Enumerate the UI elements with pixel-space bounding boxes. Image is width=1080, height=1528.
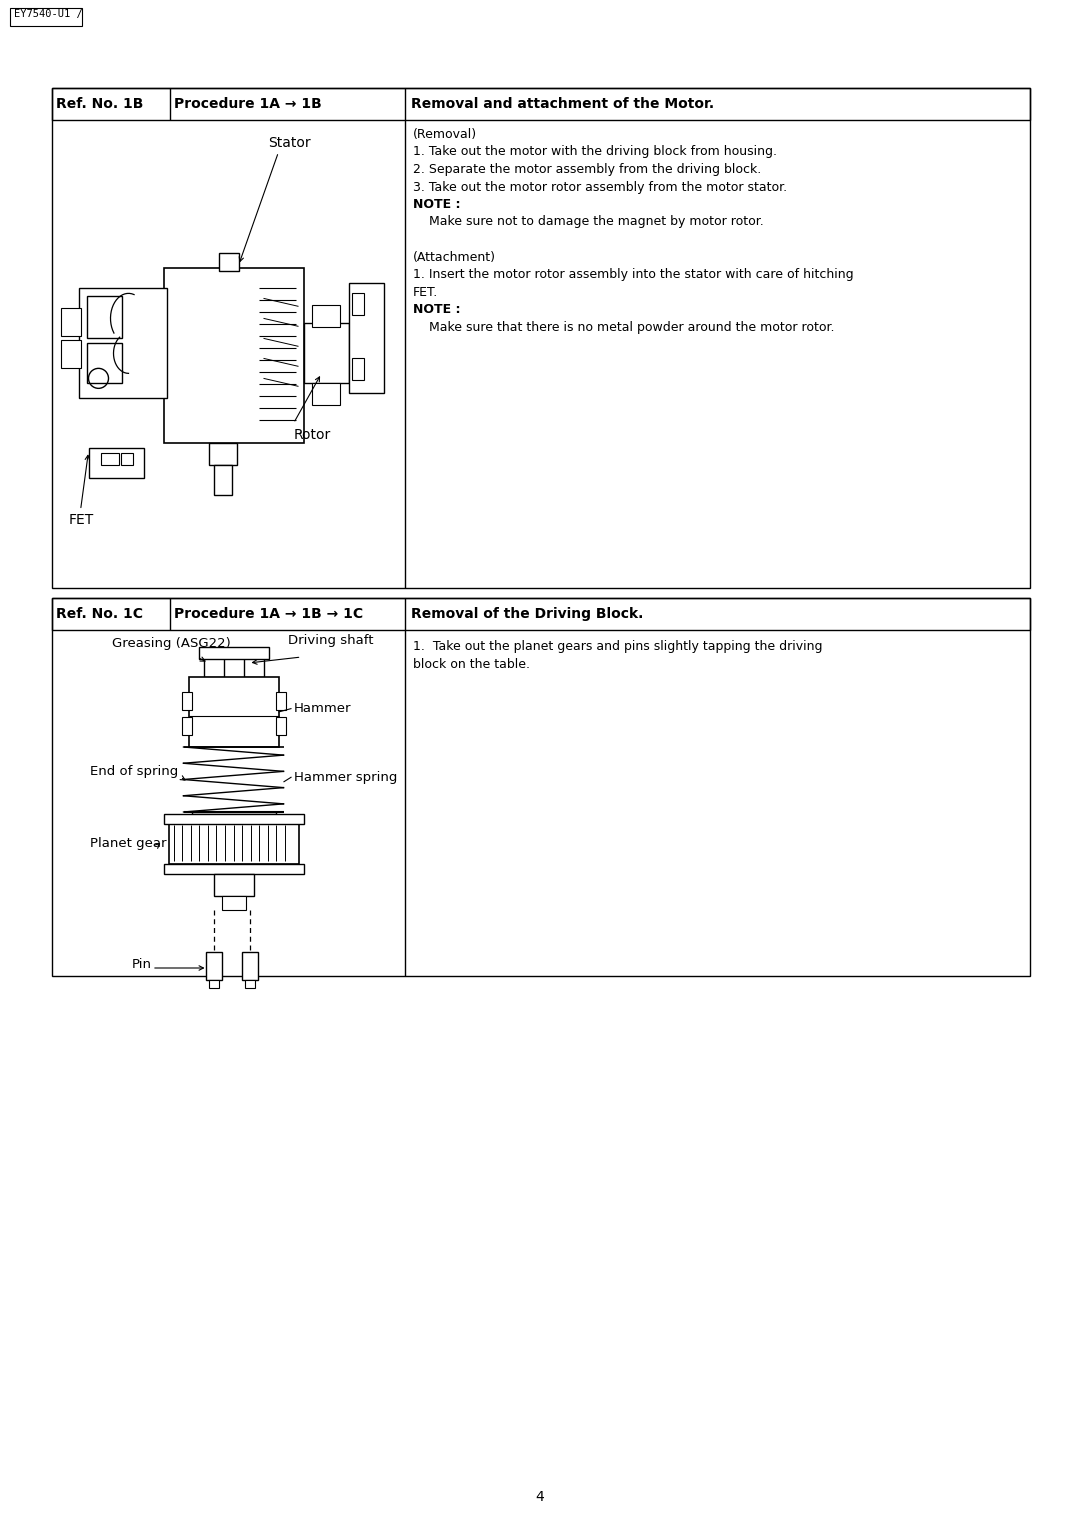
Bar — [351, 359, 364, 380]
Bar — [89, 448, 144, 478]
Text: FET: FET — [68, 513, 94, 527]
Text: (Attachment): (Attachment) — [413, 251, 496, 263]
Text: End of spring: End of spring — [90, 766, 178, 778]
Text: 1. Insert the motor rotor assembly into the stator with care of hitching: 1. Insert the motor rotor assembly into … — [413, 267, 853, 281]
Bar — [218, 254, 239, 272]
Bar — [52, 89, 1030, 121]
Text: 2. Separate the motor assembly from the driving block.: 2. Separate the motor assembly from the … — [413, 163, 761, 176]
Text: Stator: Stator — [269, 136, 311, 150]
Bar — [60, 341, 81, 368]
Bar — [181, 692, 191, 711]
Bar — [60, 309, 81, 336]
Bar — [205, 952, 221, 979]
Text: Removal and attachment of the Motor.: Removal and attachment of the Motor. — [411, 96, 714, 112]
Text: EY7540-U1 /: EY7540-U1 / — [14, 9, 83, 18]
Text: Hammer spring: Hammer spring — [294, 770, 396, 784]
Bar — [311, 384, 339, 405]
Bar — [52, 89, 1030, 588]
Bar — [244, 979, 255, 989]
Bar — [86, 296, 121, 338]
Text: Ref. No. 1C: Ref. No. 1C — [56, 607, 143, 620]
Bar — [221, 895, 245, 911]
Bar — [163, 863, 303, 874]
Text: Pin: Pin — [132, 958, 152, 972]
Text: Make sure not to damage the magnet by motor rotor.: Make sure not to damage the magnet by mo… — [413, 215, 764, 229]
Text: 4: 4 — [536, 1490, 544, 1504]
Bar — [86, 344, 121, 384]
Text: NOTE :: NOTE : — [413, 199, 460, 211]
Bar — [303, 324, 349, 384]
Bar — [163, 269, 303, 443]
Bar — [191, 811, 275, 822]
Text: 1. Take out the motor with the driving block from housing.: 1. Take out the motor with the driving b… — [413, 145, 777, 159]
Text: Driving shaft: Driving shaft — [288, 634, 374, 646]
Bar — [208, 443, 237, 466]
Text: Hammer: Hammer — [294, 701, 351, 715]
Text: Make sure that there is no metal powder around the motor rotor.: Make sure that there is no metal powder … — [413, 321, 835, 333]
Bar — [203, 656, 224, 677]
Text: NOTE :: NOTE : — [413, 303, 460, 316]
Text: 1.  Take out the planet gears and pins slightly tapping the driving: 1. Take out the planet gears and pins sl… — [413, 640, 823, 652]
Bar — [243, 656, 264, 677]
Text: Rotor: Rotor — [294, 428, 330, 443]
Bar — [242, 952, 257, 979]
Bar — [100, 454, 119, 466]
Bar — [208, 979, 218, 989]
Text: Ref. No. 1B: Ref. No. 1B — [56, 96, 144, 112]
Bar — [79, 289, 166, 399]
Bar — [52, 597, 1030, 630]
Text: FET.: FET. — [413, 286, 438, 298]
Bar — [181, 717, 191, 735]
Bar — [52, 597, 1030, 976]
Text: block on the table.: block on the table. — [413, 657, 530, 671]
Text: 3. Take out the motor rotor assembly from the motor stator.: 3. Take out the motor rotor assembly fro… — [413, 180, 787, 194]
Bar — [275, 717, 285, 735]
Bar — [214, 874, 254, 895]
Bar — [214, 466, 231, 495]
Bar — [189, 677, 279, 747]
Bar — [351, 293, 364, 315]
Bar — [163, 814, 303, 824]
Text: (Removal): (Removal) — [413, 128, 477, 141]
Text: Procedure 1A → 1B: Procedure 1A → 1B — [174, 96, 322, 112]
Bar — [168, 822, 298, 863]
Text: Removal of the Driving Block.: Removal of the Driving Block. — [411, 607, 644, 620]
Bar — [275, 692, 285, 711]
Bar — [311, 306, 339, 327]
Bar — [199, 646, 269, 659]
Text: Greasing (ASG22): Greasing (ASG22) — [112, 637, 231, 649]
Bar — [349, 283, 383, 393]
Bar — [121, 454, 133, 466]
Text: Procedure 1A → 1B → 1C: Procedure 1A → 1B → 1C — [174, 607, 363, 620]
Bar — [10, 8, 82, 26]
Text: Planet gear: Planet gear — [90, 836, 166, 850]
